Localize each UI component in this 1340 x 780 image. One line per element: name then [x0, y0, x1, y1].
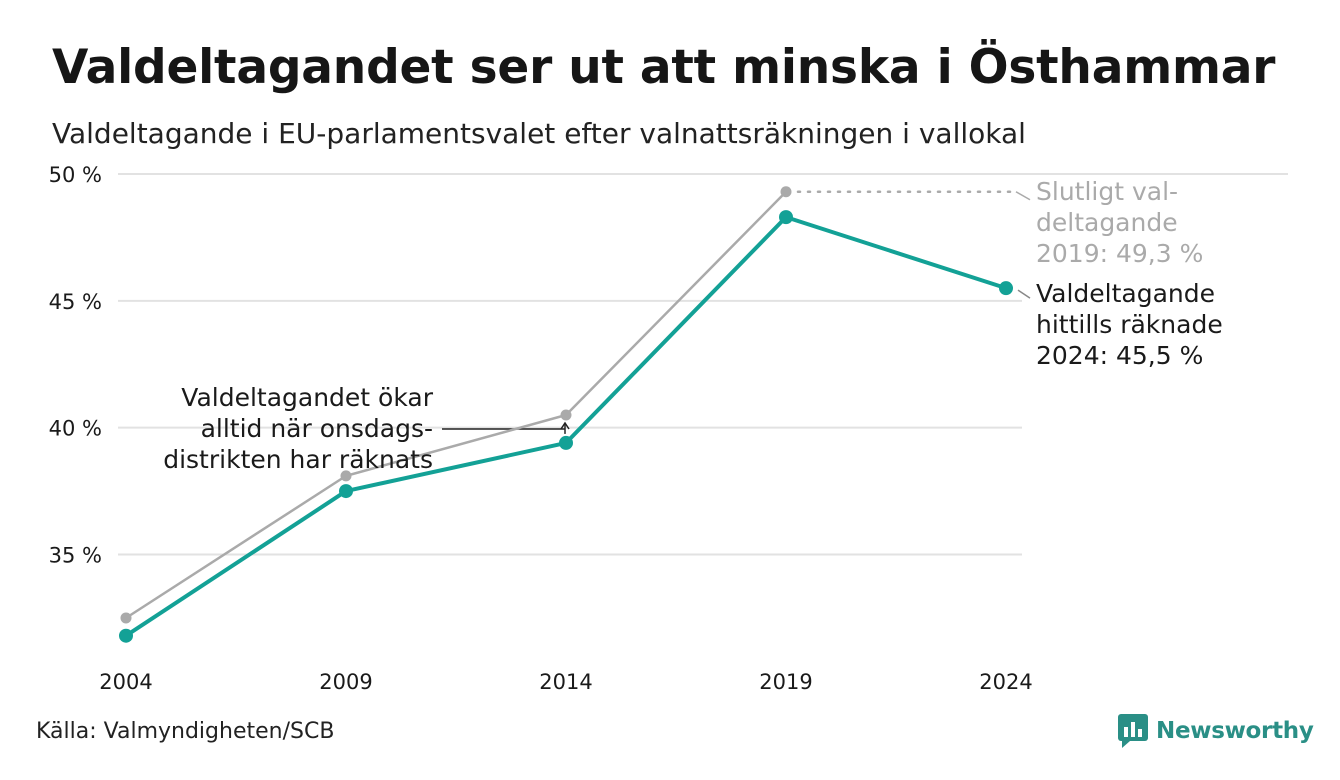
- y-tick-label: 45 %: [49, 290, 102, 314]
- y-tick-label: 50 %: [49, 163, 102, 187]
- final-turnout-point: [120, 612, 132, 624]
- onsdag-note-line: alltid när onsdags-: [201, 414, 433, 443]
- final-turnout-label-line: 2019: 49,3 %: [1036, 239, 1203, 268]
- x-tick-label: 2004: [99, 670, 152, 694]
- counted-turnout-label: Valdeltagande hittills räknade 2024: 45,5 …: [1036, 279, 1223, 370]
- counted-turnout-point: [999, 281, 1013, 296]
- final-turnout-label-line: deltagande: [1036, 208, 1178, 237]
- onsdag-note-line: distrikten har räknats: [163, 445, 433, 474]
- note-arrowhead: [560, 421, 570, 430]
- counted-turnout-label-line: Valdeltagande: [1036, 279, 1215, 308]
- x-tick-label: 2009: [319, 670, 372, 694]
- y-axis: 35 % 40 % 45 % 50 %: [49, 163, 102, 568]
- source-note: Källa: Valmyndigheten/SCB: [36, 719, 335, 744]
- final-turnout-point: [780, 186, 792, 198]
- annotation-connectors: [442, 190, 1031, 434]
- series-group: [119, 186, 1013, 643]
- counted-turnout-label-line: 2024: 45,5 %: [1036, 341, 1203, 370]
- final-turnout-point: [560, 409, 572, 421]
- counted-turnout-point: [779, 210, 793, 225]
- chart-subtitle: Valdeltagande i EU-parlamentsvalet efter…: [52, 117, 1026, 150]
- onsdag-note: Valdeltagandet ökar alltid när onsdags-di…: [163, 383, 433, 474]
- final-turnout-line: [124, 190, 788, 620]
- counted-turnout-point: [119, 628, 133, 643]
- final-turnout-label: Slutligt val-deltagande 2019: 49,3 %: [1036, 177, 1203, 268]
- brand-logo: Newsworthy: [1118, 713, 1314, 749]
- final-label-tick: [1015, 191, 1031, 201]
- y-tick-label: 35 %: [49, 544, 102, 568]
- x-tick-label: 2014: [539, 670, 592, 694]
- newsworthy-logo-icon: [1118, 714, 1148, 748]
- onsdag-note-line: Valdeltagandet ökar: [181, 383, 433, 412]
- brand-name: Newsworthy: [1156, 718, 1314, 744]
- final-turnout-label-line: Slutligt val-: [1036, 177, 1178, 206]
- chart-title: Valdeltagandet ser ut att minska i Östha…: [52, 40, 1276, 95]
- x-tick-label: 2024: [979, 670, 1032, 694]
- counted-label-connector: [1017, 289, 1031, 299]
- counted-turnout-point: [559, 435, 573, 450]
- final-turnout-point: [340, 470, 352, 482]
- counted-turnout-label-line: hittills räknade: [1036, 310, 1223, 339]
- annotation-labels: Slutligt val-deltagande 2019: 49,3 % Valde…: [163, 177, 1222, 474]
- x-axis: 2004 2009 2014 2019 2024: [99, 670, 1032, 694]
- y-tick-label: 40 %: [49, 417, 102, 441]
- x-tick-label: 2019: [759, 670, 812, 694]
- grid-lines: [118, 173, 1288, 556]
- counted-turnout-point: [339, 484, 353, 499]
